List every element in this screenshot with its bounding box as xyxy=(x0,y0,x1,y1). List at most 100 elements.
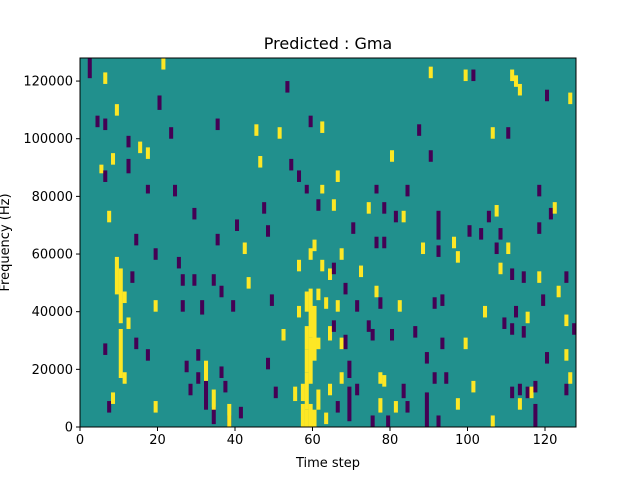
heatmap-cell-low xyxy=(145,184,150,194)
heatmap-cell-low xyxy=(153,248,158,260)
heatmap-cell-high xyxy=(331,199,336,211)
heatmap-cell-low xyxy=(103,343,108,355)
heatmap-cell-low xyxy=(393,210,398,223)
y-tick-label: 100000 xyxy=(23,132,73,147)
heatmap-cell-high xyxy=(122,291,127,304)
heatmap-cell-high xyxy=(297,305,302,318)
heatmap-cell-high xyxy=(335,170,340,182)
heatmap-cell-high xyxy=(316,337,321,350)
x-tick-label: 20 xyxy=(149,433,166,448)
heatmap-cell-low xyxy=(215,233,220,246)
heatmap-cell-low xyxy=(269,294,274,306)
heatmap-cell-low xyxy=(157,95,162,110)
heatmap-cell-low xyxy=(219,366,224,378)
heatmap-cell-high xyxy=(552,202,557,214)
heatmap-cell-low xyxy=(95,115,100,128)
heatmap-cell-high xyxy=(320,121,325,133)
heatmap-cell-low xyxy=(370,415,375,427)
heatmap-cell-high xyxy=(494,205,499,217)
heatmap-cell-high xyxy=(316,288,321,301)
heatmap-cell-high xyxy=(204,360,209,381)
heatmap-cell-low xyxy=(180,300,185,312)
heatmap-cell-low xyxy=(401,383,406,399)
heatmap-cell-low xyxy=(285,81,290,93)
heatmap-cell-high xyxy=(320,259,325,272)
heatmap-cell-low xyxy=(316,199,321,211)
heatmap-cell-low xyxy=(494,242,499,255)
heatmap-cell-low xyxy=(514,305,519,318)
heatmap-cell-high xyxy=(118,268,123,324)
heatmap-cell-low xyxy=(211,274,216,286)
heatmap-cell-high xyxy=(320,184,325,194)
heatmap-cell-high xyxy=(114,104,119,116)
heatmap-cell-high xyxy=(304,372,309,410)
heatmap-cell-low xyxy=(374,236,379,249)
heatmap-cell-low xyxy=(564,271,569,283)
heatmap-cell-high xyxy=(568,92,573,105)
heatmap-cell-low xyxy=(444,372,449,384)
heatmap-cell-high xyxy=(401,210,406,223)
heatmap-cell-low xyxy=(215,118,220,131)
y-tick-label: 0 xyxy=(65,421,73,436)
heatmap-cell-high xyxy=(293,386,298,402)
heatmap-cell-high xyxy=(428,66,433,79)
x-tick-label: 80 xyxy=(382,433,399,448)
heatmap-cell-low xyxy=(440,294,445,306)
heatmap-cell-low xyxy=(173,184,178,197)
heatmap-cell-high xyxy=(161,58,166,70)
heatmap-cell-low xyxy=(262,202,267,214)
plot-area xyxy=(79,57,577,428)
heatmap-cell-low xyxy=(382,202,387,214)
heatmap-cell-low xyxy=(331,320,336,332)
heatmap-cell-high xyxy=(393,401,398,413)
heatmap-cell-low xyxy=(235,219,240,231)
y-tick-label: 120000 xyxy=(23,75,73,90)
heatmap-cell-low xyxy=(436,245,441,257)
heatmap-cell-high xyxy=(114,256,119,295)
x-tick-label: 0 xyxy=(76,433,84,448)
heatmap-cell-high xyxy=(145,147,150,159)
heatmap-cell-low xyxy=(467,225,472,237)
heatmap-cell-low xyxy=(506,127,511,139)
heatmap-cell-high xyxy=(529,386,534,399)
heatmap-cell-low xyxy=(200,300,205,315)
heatmap-cell-high xyxy=(254,124,259,136)
heatmap-cell-high xyxy=(103,72,108,84)
heatmap-cell-high xyxy=(339,248,344,260)
heatmap-cell-high xyxy=(324,412,329,425)
y-tick-label: 40000 xyxy=(32,305,73,320)
heatmap-cell-high xyxy=(556,285,561,298)
heatmap-cell-high xyxy=(328,383,333,396)
heatmap-cell-low xyxy=(510,323,515,335)
heatmap-cell-high xyxy=(316,389,321,410)
heatmap-cell-low xyxy=(382,236,387,249)
heatmap-cell-low xyxy=(417,124,422,136)
heatmap-cell-low xyxy=(103,118,108,131)
x-axis-label: Time step xyxy=(295,456,360,471)
heatmap-cell-high xyxy=(490,415,495,427)
heatmap-cell-low xyxy=(355,383,360,396)
heatmap-cell-high xyxy=(277,127,282,139)
heatmap-cell-high xyxy=(300,383,305,402)
y-tick-label: 20000 xyxy=(32,363,73,378)
heatmap-cell-low xyxy=(432,297,437,309)
heatmap-cell-high xyxy=(378,398,383,413)
heatmap-cell-high xyxy=(328,326,333,341)
heatmap-cell-high xyxy=(339,372,344,384)
y-axis-label: Frequency (Hz) xyxy=(0,193,13,291)
heatmap-cell-low xyxy=(521,326,526,338)
heatmap-cell-low xyxy=(87,58,92,79)
heatmap-cell-high xyxy=(525,311,530,324)
heatmap-cell-low xyxy=(545,89,550,102)
heatmap-cell-low xyxy=(238,406,243,419)
heatmap-cell-low xyxy=(331,262,336,275)
heatmap-cell-high xyxy=(153,300,158,312)
heatmap-cell-high xyxy=(324,297,329,309)
heatmap-cell-high xyxy=(397,300,402,312)
heatmap-cell-high xyxy=(517,398,522,410)
heatmap-cell-low xyxy=(440,337,445,350)
heatmap-cell-low xyxy=(134,337,139,350)
heatmap-cell-low xyxy=(355,300,360,312)
heatmap-cell-low xyxy=(107,401,112,413)
heatmap-cell-low xyxy=(266,357,271,370)
